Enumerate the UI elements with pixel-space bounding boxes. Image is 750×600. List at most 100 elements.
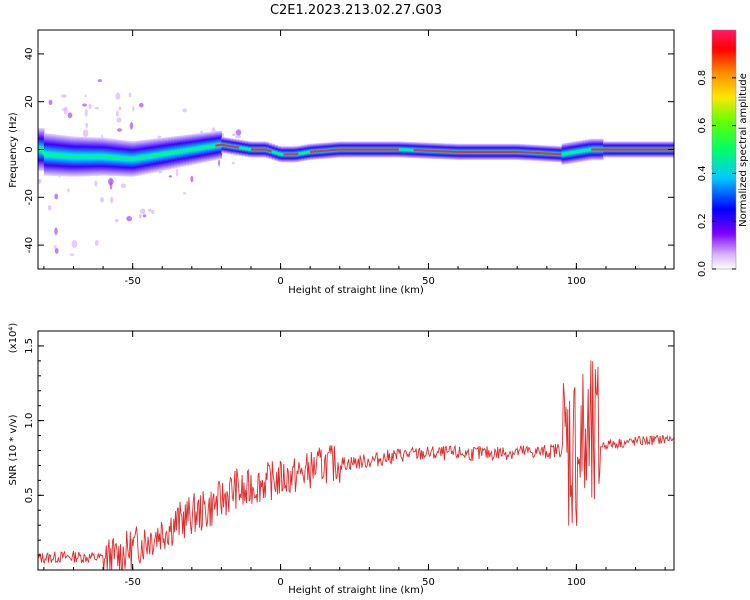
heatmap-speckle	[182, 108, 188, 113]
heatmap-speckle	[82, 129, 89, 138]
colorbar-tick-label: 0.0	[697, 261, 708, 277]
snr-y-tick-label: 0.5	[24, 487, 35, 503]
snr-x-tick-label: 0	[277, 577, 283, 588]
heatmap-x-tick-label: 100	[567, 276, 586, 287]
heatmap-y-tick-label: 40	[24, 48, 35, 61]
heatmap-speckle	[69, 253, 75, 256]
snr-y-ticks: 0.5 1.0 1.5	[24, 338, 674, 556]
heatmap-speckle	[85, 122, 88, 129]
heatmap-speckle	[54, 227, 58, 236]
heatmap-speckle	[63, 106, 68, 115]
heatmap-speckle	[218, 159, 221, 167]
heatmap-speckle	[116, 117, 122, 123]
heatmap-content	[38, 79, 674, 256]
heatmap-speckle	[142, 214, 147, 218]
colorbar-frame	[711, 29, 737, 270]
heatmap-speckle	[157, 135, 162, 139]
snr-panel: -50 0 50 100 0.5 1.0 1.5 Height of straight l…	[8, 323, 675, 596]
heatmap-speckle	[235, 129, 242, 136]
heatmap-speckle	[116, 110, 119, 117]
heatmap-speckle	[54, 193, 59, 200]
heatmap-x-tick-label: 50	[422, 276, 435, 287]
heatmap-speckle	[138, 213, 142, 219]
colorbar-tick-label: 0.4	[697, 165, 708, 181]
snr-x-tick-label: 50	[422, 577, 435, 588]
heatmap-speckle	[53, 245, 57, 249]
heatmap-speckle	[114, 218, 119, 223]
snr-y-scale-label: (x10⁴)	[8, 323, 19, 354]
heatmap-peak-segment	[215, 143, 240, 149]
heatmap-speckle	[97, 79, 103, 83]
snr-y-tick-label: 1.5	[24, 338, 35, 354]
heatmap-speckle	[84, 109, 88, 117]
heatmap-speckle	[94, 180, 98, 187]
snr-frame	[37, 330, 675, 571]
heatmap-speckle	[94, 106, 100, 110]
snr-x-label: Height of straight line (km)	[288, 585, 424, 596]
heatmap-y-label: Frequency (Hz)	[8, 112, 19, 188]
colorbar-label: Normalized spectral amplitude	[738, 73, 749, 227]
heatmap-y-tick-label: -40	[24, 237, 35, 253]
colorbar-ticks: 0.0 0.2 0.4 0.6 0.8	[697, 70, 736, 277]
heatmap-speckle	[118, 106, 122, 111]
heatmap-speckle	[231, 161, 235, 165]
heatmap-speckle	[132, 106, 135, 112]
heatmap-speckle	[129, 122, 134, 130]
heatmap-speckle	[88, 103, 92, 110]
heatmap-x-tick-label: -50	[124, 276, 140, 287]
snr-series-line	[38, 360, 674, 570]
heatmap-speckle	[115, 92, 121, 100]
heatmap-speckle	[48, 99, 53, 105]
heatmap-speckle	[110, 196, 114, 204]
heatmap-speckle	[190, 175, 194, 183]
heatmap-speckle	[151, 209, 155, 215]
heatmap-speckle	[54, 247, 59, 254]
colorbar-gradient	[712, 30, 736, 269]
snr-x-tick-label: -50	[124, 577, 140, 588]
colorbar-tick-label: 0.8	[697, 70, 708, 86]
heatmap-peak-segment	[310, 148, 399, 153]
heatmap-speckle	[175, 168, 179, 177]
colorbar-tick-label: 0.6	[697, 118, 708, 134]
snr-y-tick-label: 1.0	[24, 413, 35, 429]
heatmap-speckle	[128, 92, 132, 98]
heatmap-speckle	[94, 239, 99, 247]
heatmap-speckle	[138, 102, 144, 108]
colorbar-tick-label: 0.2	[697, 213, 708, 229]
snr-x-tick-label: 100	[567, 577, 586, 588]
snr-y-label: SNR (10 * v/v)	[8, 414, 19, 485]
heatmap-y-tick-label: 20	[24, 95, 35, 108]
heatmap-x-label: Height of straight line (km)	[288, 285, 424, 296]
snr-x-ticks: -50 0 50 100	[43, 331, 666, 588]
colorbar: 0.0 0.2 0.4 0.6 0.8 Normalized spectral ampl…	[697, 29, 749, 277]
heatmap-speckle	[120, 183, 127, 189]
heatmap-speckle	[107, 178, 114, 186]
heatmap-speckle	[99, 197, 105, 203]
heatmap-speckle	[182, 191, 186, 195]
heatmap-speckle	[47, 205, 52, 211]
heatmap-x-tick-label: 0	[277, 276, 283, 287]
heatmap-speckle	[168, 175, 173, 178]
heatmap-speckle	[38, 179, 42, 184]
heatmap-speckle	[71, 240, 78, 248]
heatmap-peak-segment	[251, 148, 273, 153]
heatmap-peak-segment	[283, 152, 299, 156]
heatmap-peak-segment	[413, 149, 562, 156]
heatmap-x-ticks: -50 0 50 100	[43, 30, 666, 287]
heatmap-speckle	[82, 103, 87, 107]
heatmap-speckle	[147, 208, 152, 212]
heatmap-speckle	[61, 94, 67, 98]
heatmap-speckle	[67, 112, 73, 119]
heatmap-y-tick-label: 0	[24, 146, 35, 152]
heatmap-speckle	[67, 188, 70, 193]
heatmap-speckle	[140, 208, 146, 215]
heatmap-speckle	[235, 135, 241, 139]
heatmap-speckle	[232, 133, 236, 137]
heatmap-speckle	[84, 94, 87, 98]
figure-title: C2E1.2023.213.02.27.G03	[270, 3, 442, 18]
heatmap-y-tick-label: -20	[24, 189, 35, 205]
heatmap-y-ticks: -40 -20 0 20 40	[24, 48, 674, 253]
heatmap-speckle	[126, 215, 133, 222]
heatmap-speckle	[117, 128, 122, 132]
